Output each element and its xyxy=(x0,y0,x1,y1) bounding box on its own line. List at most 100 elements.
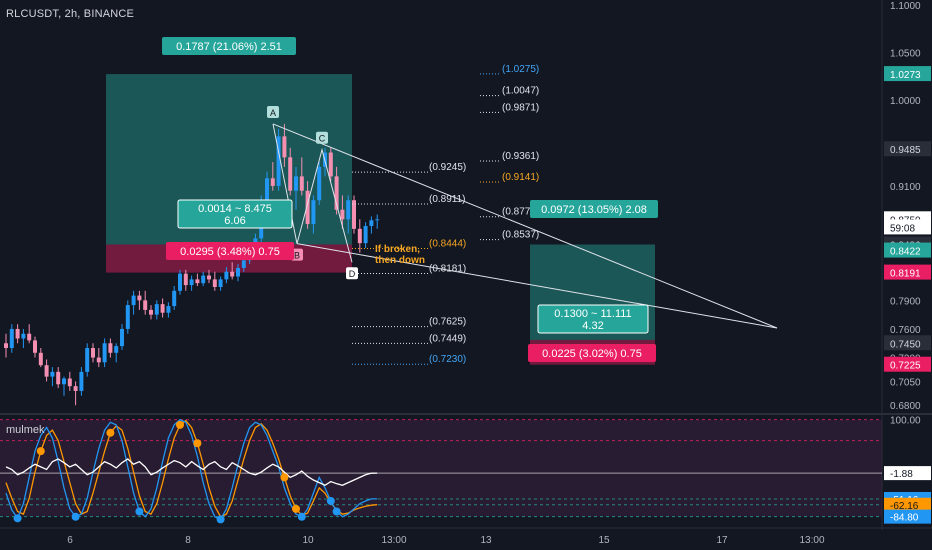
price-badge-box xyxy=(884,141,931,157)
candle-body xyxy=(357,228,362,244)
osc-dot-blue xyxy=(332,507,341,516)
fib-level-label: (0.9245) xyxy=(429,162,466,173)
candle-body xyxy=(230,271,235,277)
fib-level-label: (0.7449) xyxy=(429,333,466,344)
candle-body xyxy=(183,273,188,286)
candle-body xyxy=(218,279,223,287)
time-axis-label: 13:00 xyxy=(381,535,406,546)
osc-dot-blue xyxy=(13,514,22,523)
time-axis-label: 15 xyxy=(598,535,610,546)
fib-level-label: (0.7230) xyxy=(429,354,466,365)
candle-body xyxy=(50,371,55,377)
pattern-path xyxy=(272,123,353,263)
osc-axis-tick: 100.00 xyxy=(890,416,921,427)
price-axis-tick: 0.9100 xyxy=(890,182,921,193)
candle-body xyxy=(375,219,380,221)
candle-body xyxy=(102,343,107,363)
osc-dot-blue xyxy=(71,512,80,521)
fib-level-label: (0.8537) xyxy=(502,230,539,241)
fib-level-label: (0.8777) xyxy=(502,207,539,218)
annotation-line-2: then down xyxy=(375,255,425,266)
short-center-label-1: 0.1300 ~ 11.111 xyxy=(554,308,631,320)
candle-body xyxy=(73,386,78,391)
price-badge: 0.7450 xyxy=(890,339,921,350)
osc-badge: -84.80 xyxy=(890,513,919,524)
long-center-label-box xyxy=(177,199,293,229)
osc-band xyxy=(0,419,882,517)
price-badge-box xyxy=(884,219,931,235)
osc-dot-orange xyxy=(280,473,289,482)
osc-badge: -1.88 xyxy=(890,469,913,480)
osc-dot-orange xyxy=(193,439,202,448)
candle-body xyxy=(224,271,229,280)
long-stop-label: 0.0295 (3.48%) 0.75 xyxy=(180,246,280,258)
candle-body xyxy=(9,328,14,349)
price-badge: 59:08 xyxy=(890,223,915,234)
candle-body xyxy=(207,275,211,280)
osc-dot-blue xyxy=(135,507,144,516)
candle-body xyxy=(352,200,356,229)
osc-dot-orange xyxy=(292,504,300,513)
long-target-label-box xyxy=(162,37,296,55)
candle-body xyxy=(33,340,37,353)
candle-body xyxy=(299,176,304,191)
candle-body xyxy=(340,209,345,220)
candle-body xyxy=(27,333,32,341)
price-axis-tick: 1.0000 xyxy=(890,96,921,107)
candle-body xyxy=(149,309,153,315)
long-stop-label-box xyxy=(166,242,294,260)
candle-body xyxy=(154,304,159,315)
osc-dot-orange xyxy=(36,447,45,456)
candle-body xyxy=(265,178,269,201)
candle-body xyxy=(363,225,368,244)
osc-fast-line xyxy=(5,418,378,521)
pattern-point-a-badge xyxy=(267,105,279,118)
candle-body xyxy=(172,290,177,307)
candle-body xyxy=(282,136,287,158)
candle-body xyxy=(85,348,90,372)
candle-body xyxy=(334,176,339,210)
annotation-line-1: If broken, xyxy=(375,244,420,255)
fib-level-label: (0.9141) xyxy=(502,172,539,183)
candle-body xyxy=(79,371,84,391)
candle-body xyxy=(120,328,124,347)
pattern-point-a: A xyxy=(270,108,276,118)
candle-body xyxy=(346,200,351,220)
candle-body xyxy=(311,200,316,225)
candle-body xyxy=(294,176,298,191)
candle-body xyxy=(288,157,293,191)
osc-dot-orange xyxy=(176,420,184,429)
osc-badge-box xyxy=(884,509,931,524)
candle-body xyxy=(137,295,142,301)
price-axis-tick: 0.7050 xyxy=(890,377,921,388)
trend-line-upper xyxy=(272,123,778,329)
candle-body xyxy=(62,378,66,385)
candle-body xyxy=(67,378,72,387)
candle-body xyxy=(195,279,200,284)
osc-badge: -62.16 xyxy=(890,501,919,512)
candle-body xyxy=(96,357,101,363)
short-target-label: 0.0972 (13.05%) 2.08 xyxy=(541,204,647,216)
candle-body xyxy=(305,190,310,225)
candle-body xyxy=(178,273,182,291)
price-badge-box xyxy=(884,66,931,82)
symbol-title: RLCUSDT, 2h, BINANCE xyxy=(6,8,135,20)
trend-line-lower xyxy=(296,243,778,329)
price-badge-box xyxy=(884,242,931,258)
price-badge: 0.8191 xyxy=(890,269,921,280)
candle-body xyxy=(236,267,240,277)
candle-body xyxy=(38,352,43,366)
long-center-label-1: 0.0014 ~ 8.475 xyxy=(198,203,272,215)
candle-body xyxy=(276,136,281,186)
price-axis-tick: 1.0500 xyxy=(890,48,921,59)
osc-dot-blue xyxy=(326,497,335,505)
long-target-label: 0.1787 (21.06%) 2.51 xyxy=(176,41,282,53)
time-axis-label: 10 xyxy=(302,535,314,546)
candle-body xyxy=(143,300,148,310)
indicator-title: mulmek xyxy=(6,424,45,436)
time-axis-label: 13:00 xyxy=(799,535,824,546)
candle-body xyxy=(56,371,61,385)
time-axis-label: 17 xyxy=(716,535,728,546)
candle-body xyxy=(270,178,275,186)
